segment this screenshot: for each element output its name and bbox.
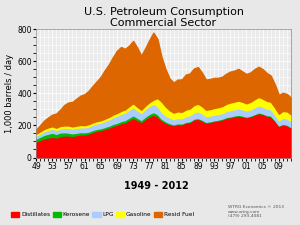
Y-axis label: 1,000 barrels / day: 1,000 barrels / day	[5, 54, 14, 133]
Text: 1949 - 2012: 1949 - 2012	[124, 181, 188, 191]
Text: WTRG Economics © 2013
www.wtrg.com
(479) 293-4081: WTRG Economics © 2013 www.wtrg.com (479)…	[228, 205, 284, 218]
Title: U.S. Petroleum Consumption
Commercial Sector: U.S. Petroleum Consumption Commercial Se…	[83, 7, 244, 29]
Legend: Distillates, Kerosene, LPG, Gasoline, Resid Fuel: Distillates, Kerosene, LPG, Gasoline, Re…	[9, 209, 196, 220]
